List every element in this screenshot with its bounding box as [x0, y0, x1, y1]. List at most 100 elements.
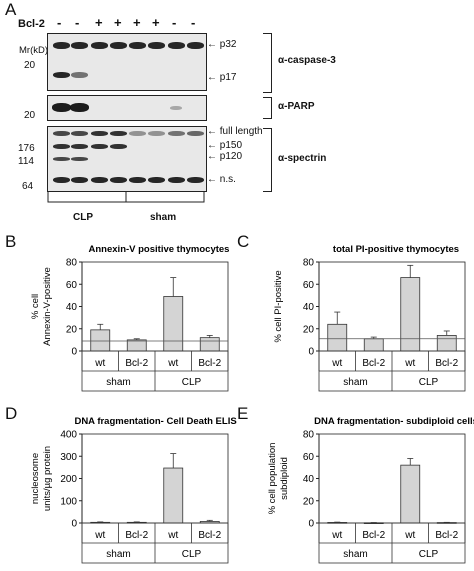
panel-letter-b: B	[5, 232, 17, 251]
chart-annexin: Annexin-V positive thymocytes 0 20 40 60 80 % …	[30, 244, 229, 392]
spectrin-mw-114: 114	[18, 156, 34, 167]
category-label: Bcl-2	[125, 358, 148, 369]
category-label: Bcl-2	[198, 530, 221, 541]
bar	[163, 467, 184, 524]
category-label: Bcl-2	[362, 530, 385, 541]
band-p32	[187, 42, 204, 49]
band-ns	[168, 177, 185, 183]
bar	[126, 339, 147, 352]
band-full-length	[148, 131, 165, 136]
band-p32	[129, 42, 146, 49]
band-full-length	[91, 131, 108, 136]
y-tick-label: 20	[303, 496, 315, 507]
y-axis-label: % cell PI-positive	[273, 270, 284, 342]
bar	[199, 337, 220, 352]
category-label: Bcl-2	[362, 358, 385, 369]
spectrin-label: α-spectrin	[278, 153, 327, 164]
y-tick-label: 0	[308, 347, 314, 358]
bar	[163, 296, 184, 352]
group-label: sham	[106, 377, 130, 388]
category-label: Bcl-2	[435, 530, 458, 541]
band-p32	[110, 42, 127, 49]
group-label: CLP	[182, 377, 202, 388]
category-label: Bcl-2	[125, 530, 148, 541]
group-sham-label: sham	[150, 212, 177, 223]
arrow-p32-label: p32	[219, 39, 237, 50]
group-label: CLP	[182, 549, 202, 560]
band-p17	[71, 72, 88, 78]
caspase-bracket	[263, 33, 272, 93]
category-label: wt	[404, 358, 415, 369]
y-axis-label: % cell population	[267, 443, 278, 515]
y-tick-label: 0	[308, 519, 314, 530]
arrow-p120: ← p120	[207, 151, 243, 162]
spectrin-mw-176: 176	[18, 143, 35, 154]
band-p32	[71, 42, 88, 49]
y-tick-label: 40	[66, 302, 78, 313]
band-p17	[53, 72, 70, 78]
y-tick-label: 0	[71, 519, 77, 530]
y-tick-label: 80	[66, 258, 78, 269]
bar	[363, 338, 384, 352]
band-p32	[53, 42, 70, 49]
lane-sign: -	[75, 15, 80, 30]
mr-label: Mr(kD)	[19, 45, 49, 56]
chart-subdiploid: DNA fragmentation- subdiploid cells 0 20 40…	[267, 416, 474, 564]
arrow-p32: ← p32	[207, 39, 237, 50]
y-tick-label: 400	[60, 430, 77, 441]
y-axis-label: subdiploid	[279, 457, 290, 500]
band-ns	[110, 177, 127, 183]
caspase-blot	[47, 33, 207, 91]
y-tick-label: 40	[303, 302, 315, 313]
y-tick-label: 20	[66, 324, 78, 335]
band-ns	[91, 177, 108, 183]
arrow-ns-label: n.s.	[219, 174, 236, 185]
category-label: wt	[94, 358, 105, 369]
arrow-ns: ← n.s.	[207, 174, 236, 185]
arrow-p150-label: p150	[219, 140, 243, 151]
parp-blot	[47, 95, 207, 121]
category-label: Bcl-2	[198, 358, 221, 369]
arrow-full-length: ← full length	[207, 126, 263, 137]
panel-letter-a: A	[5, 0, 17, 19]
band-ns	[148, 177, 165, 183]
band-ns	[53, 177, 70, 183]
chart-title: DNA fragmentation- Cell Death ELISA	[74, 416, 237, 427]
y-tick-label: 300	[60, 452, 77, 463]
lane-sign: +	[133, 15, 141, 30]
lane-sign: -	[172, 15, 177, 30]
panel-letter-c: C	[237, 232, 250, 251]
y-tick-label: 0	[71, 347, 77, 358]
arrow-p120-label: p120	[219, 151, 243, 162]
caspase-mw-20: 20	[24, 60, 36, 71]
caspase-label: α-caspase-3	[278, 55, 336, 66]
band-p120	[71, 157, 88, 161]
y-tick-label: 80	[303, 258, 315, 269]
lane-sign: +	[95, 15, 103, 30]
group-label: sham	[106, 549, 130, 560]
category-label: wt	[167, 530, 178, 541]
bar	[327, 323, 348, 352]
band-parp	[70, 103, 89, 112]
band-full-length	[187, 131, 204, 136]
bar	[400, 464, 421, 524]
category-label: wt	[331, 358, 342, 369]
y-tick-label: 40	[303, 474, 315, 485]
group-label: sham	[343, 549, 367, 560]
band-full-length	[168, 131, 185, 136]
band-ns	[71, 177, 88, 183]
group-label: CLP	[419, 549, 439, 560]
parp-mw-20: 20	[24, 110, 36, 121]
y-tick-label: 60	[303, 280, 315, 291]
y-axis-label: nucleosome	[30, 453, 41, 504]
chart-pi: total PI-positive thymocytes 0 20 40 60 80 % c…	[273, 244, 466, 392]
category-label: wt	[94, 530, 105, 541]
group-label: CLP	[419, 377, 439, 388]
y-tick-label: 200	[60, 474, 77, 485]
bar	[400, 277, 421, 352]
panel-letter-e: E	[237, 404, 249, 423]
arrow-p150: ← p150	[207, 140, 243, 151]
plot-frame	[318, 433, 466, 524]
band-full-length	[110, 131, 127, 136]
band-p150	[71, 144, 88, 149]
